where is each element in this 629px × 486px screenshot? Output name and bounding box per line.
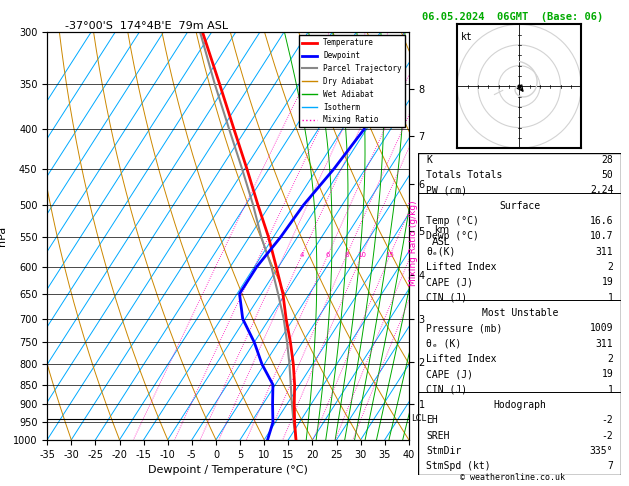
X-axis label: Dewpoint / Temperature (°C): Dewpoint / Temperature (°C) xyxy=(148,465,308,475)
Text: kt: kt xyxy=(461,32,473,42)
Text: StmDir: StmDir xyxy=(426,446,462,456)
Text: θₑ (K): θₑ (K) xyxy=(426,339,462,349)
Text: CIN (J): CIN (J) xyxy=(426,293,467,303)
Text: 19: 19 xyxy=(601,278,613,287)
Text: 06.05.2024  06GMT  (Base: 06): 06.05.2024 06GMT (Base: 06) xyxy=(422,12,603,22)
Text: SREH: SREH xyxy=(426,431,450,441)
Text: 6: 6 xyxy=(325,252,330,258)
Text: 28: 28 xyxy=(601,155,613,165)
Y-axis label: hPa: hPa xyxy=(0,226,8,246)
Text: 7: 7 xyxy=(608,462,613,471)
Text: Totals Totals: Totals Totals xyxy=(426,170,503,180)
Text: 8: 8 xyxy=(345,252,349,258)
Text: 311: 311 xyxy=(596,247,613,257)
Text: CAPE (J): CAPE (J) xyxy=(426,278,474,287)
Text: Surface: Surface xyxy=(499,201,540,210)
Text: Most Unstable: Most Unstable xyxy=(482,308,558,318)
Text: PW (cm): PW (cm) xyxy=(426,185,467,195)
Text: Lifted Index: Lifted Index xyxy=(426,262,497,272)
Text: 2.24: 2.24 xyxy=(590,185,613,195)
Text: Pressure (mb): Pressure (mb) xyxy=(426,323,503,333)
Text: LCL: LCL xyxy=(411,415,426,423)
Text: StmSpd (kt): StmSpd (kt) xyxy=(426,462,491,471)
Text: 4: 4 xyxy=(299,252,304,258)
Text: 311: 311 xyxy=(596,339,613,349)
Text: 15: 15 xyxy=(386,252,394,258)
Text: 1: 1 xyxy=(608,385,613,395)
Text: Mixing Ratio (g/kg): Mixing Ratio (g/kg) xyxy=(409,200,418,286)
Text: EH: EH xyxy=(426,416,438,425)
Text: CAPE (J): CAPE (J) xyxy=(426,369,474,380)
Text: θₑ(K): θₑ(K) xyxy=(426,247,456,257)
Text: Dewp (°C): Dewp (°C) xyxy=(426,231,479,242)
Text: 16.6: 16.6 xyxy=(590,216,613,226)
Text: 1: 1 xyxy=(608,293,613,303)
Text: Lifted Index: Lifted Index xyxy=(426,354,497,364)
Text: 2: 2 xyxy=(608,354,613,364)
Text: -2: -2 xyxy=(601,416,613,425)
Text: K: K xyxy=(426,155,432,165)
Text: 50: 50 xyxy=(601,170,613,180)
Text: -2: -2 xyxy=(601,431,613,441)
Text: 2: 2 xyxy=(608,262,613,272)
Text: © weatheronline.co.uk: © weatheronline.co.uk xyxy=(460,473,565,482)
Text: Hodograph: Hodograph xyxy=(493,400,547,410)
Text: 335°: 335° xyxy=(590,446,613,456)
Legend: Temperature, Dewpoint, Parcel Trajectory, Dry Adiabat, Wet Adiabat, Isotherm, Mi: Temperature, Dewpoint, Parcel Trajectory… xyxy=(299,35,405,127)
Text: CIN (J): CIN (J) xyxy=(426,385,467,395)
Text: -37°00'S  174°4B'E  79m ASL: -37°00'S 174°4B'E 79m ASL xyxy=(65,21,228,31)
Text: 1009: 1009 xyxy=(590,323,613,333)
Text: 10.7: 10.7 xyxy=(590,231,613,242)
Text: Temp (°C): Temp (°C) xyxy=(426,216,479,226)
Y-axis label: km
ASL: km ASL xyxy=(432,225,450,246)
Text: 19: 19 xyxy=(601,369,613,380)
Text: 10: 10 xyxy=(357,252,366,258)
